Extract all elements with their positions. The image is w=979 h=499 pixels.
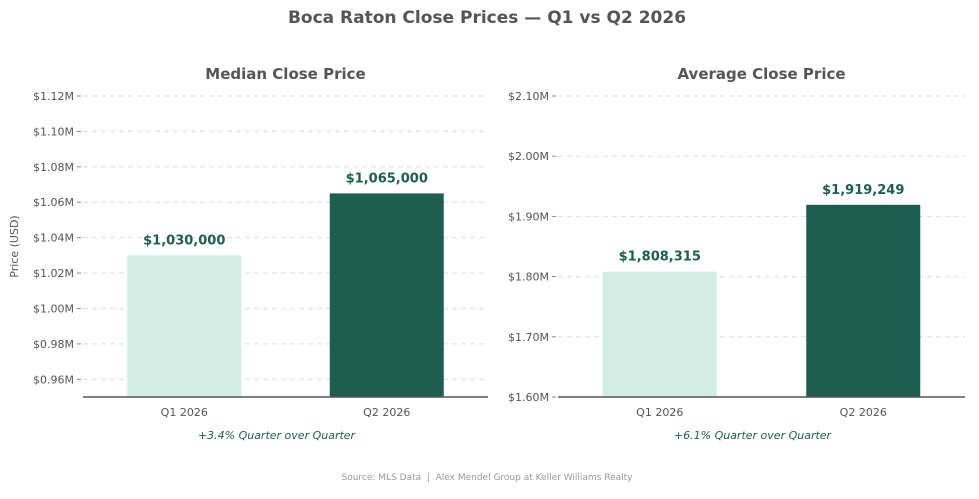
chart-panel-1: Median Close Price Price (USD) $0.96M $0.98…: [8, 65, 488, 442]
bar-value-label: $1,030,000: [143, 233, 225, 248]
y-tick-label: $1.06M: [33, 196, 74, 209]
x-tick-label: Q2 2026: [840, 406, 887, 419]
panel-title: Median Close Price: [205, 65, 365, 83]
y-tick-label: $1.00M: [33, 302, 74, 315]
bar-value-label: $1,065,000: [346, 171, 428, 186]
qoq-annotation: +6.1% Quarter over Quarter: [674, 429, 833, 442]
y-tick-label: $1.04M: [33, 232, 74, 245]
y-tick-label: $2.10M: [508, 90, 549, 103]
y-tick-label: $1.08M: [33, 161, 74, 174]
y-tick-label: $2.00M: [508, 150, 549, 163]
chart-panel-2: Average Close Price $1.60M $1.70M $1.80M $1.…: [508, 65, 965, 442]
bar-q1-2026: [602, 271, 717, 397]
y-tick-label: $0.98M: [33, 338, 74, 351]
y-tick-label: $1.90M: [508, 210, 549, 223]
bar-value-label: $1,808,315: [619, 250, 701, 265]
y-tick-label: $1.60M: [508, 391, 549, 404]
bar-q1-2026: [127, 255, 242, 397]
y-tick-label: $1.12M: [33, 90, 74, 103]
chart-panels: Median Close Price Price (USD) $0.96M $0.98…: [8, 65, 965, 442]
y-tick-label: $1.70M: [508, 331, 549, 344]
bar-value-label: $1,919,249: [822, 183, 904, 198]
x-tick-label: Q1 2026: [636, 406, 683, 419]
y-axis-label: Price (USD): [8, 215, 21, 277]
y-tick-label: $1.10M: [33, 125, 74, 138]
bar-q2-2026: [329, 193, 444, 397]
y-tick-label: $1.02M: [33, 267, 74, 280]
y-tick-label: $1.80M: [508, 271, 549, 284]
panel-title: Average Close Price: [677, 65, 845, 83]
figure-title: Boca Raton Close Prices — Q1 vs Q2 2026: [288, 8, 686, 28]
x-tick-label: Q2 2026: [363, 406, 410, 419]
figure-footer: Source: MLS Data | Alex Mendel Group at …: [341, 473, 633, 483]
bar-q2-2026: [806, 204, 921, 397]
x-tick-label: Q1 2026: [161, 406, 208, 419]
qoq-annotation: +3.4% Quarter over Quarter: [198, 429, 357, 442]
y-tick-label: $0.96M: [33, 373, 74, 386]
